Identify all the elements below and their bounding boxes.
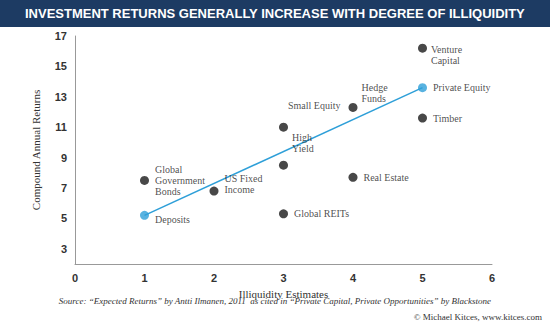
svg-text:5: 5: [61, 212, 67, 224]
svg-text:Capital: Capital: [431, 55, 460, 66]
svg-text:17: 17: [55, 30, 67, 42]
svg-text:13: 13: [55, 91, 67, 103]
svg-text:Deposits: Deposits: [155, 214, 190, 225]
svg-text:Compound Annual Returns: Compound Annual Returns: [30, 90, 42, 210]
svg-text:INVESTMENT RETURNS GENERALLY I: INVESTMENT RETURNS GENERALLY INCREASE WI…: [25, 6, 525, 21]
svg-text:Global REITs: Global REITs: [294, 208, 349, 219]
svg-text:Yield: Yield: [292, 143, 314, 154]
svg-text:Venture: Venture: [431, 44, 463, 55]
svg-text:Small Equity: Small Equity: [288, 100, 341, 111]
svg-text:0: 0: [72, 272, 78, 284]
svg-text:1: 1: [141, 272, 147, 284]
svg-text:Illiquidity Estimates: Illiquidity Estimates: [239, 288, 329, 300]
svg-text:11: 11: [55, 121, 67, 133]
svg-text:15: 15: [55, 60, 67, 72]
svg-text:7: 7: [61, 182, 67, 194]
svg-text:2: 2: [211, 272, 217, 284]
svg-text:Global: Global: [155, 164, 182, 175]
svg-text:Hedge: Hedge: [362, 82, 389, 93]
svg-text:Private Equity: Private Equity: [433, 82, 491, 93]
svg-text:3: 3: [280, 272, 286, 284]
svg-text:9: 9: [61, 152, 67, 164]
svg-text:Timber: Timber: [433, 113, 463, 124]
svg-text:Income: Income: [225, 184, 256, 195]
svg-text:Government: Government: [155, 175, 205, 186]
svg-text:Bonds: Bonds: [155, 186, 181, 197]
svg-text:© Michael Kitces, www.kitces.c: © Michael Kitces, www.kitces.com: [414, 312, 542, 322]
svg-text:US Fixed: US Fixed: [225, 173, 263, 184]
svg-text:High: High: [292, 132, 312, 143]
svg-text:Funds: Funds: [362, 93, 387, 104]
svg-text:5: 5: [419, 272, 425, 284]
svg-text:Real Estate: Real Estate: [364, 172, 410, 183]
svg-text:6: 6: [489, 272, 495, 284]
svg-text:4: 4: [350, 272, 357, 284]
svg-text:Source: “Expected Returns” by: Source: “Expected Returns” by Antti Ilma…: [58, 295, 492, 306]
svg-text:3: 3: [61, 243, 67, 255]
